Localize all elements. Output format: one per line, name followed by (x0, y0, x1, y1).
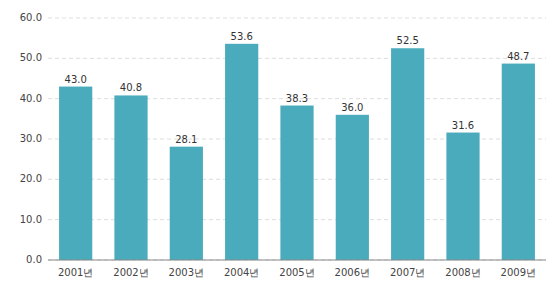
x-tick-label: 2003년 (169, 267, 204, 278)
x-tick-label: 2008년 (445, 267, 480, 278)
x-tick-label: 2001년 (58, 267, 93, 278)
x-tick-label: 2005년 (279, 267, 314, 278)
bar (502, 64, 535, 260)
x-tick-label: 2006년 (335, 267, 370, 278)
bar (170, 147, 203, 260)
bar (114, 95, 147, 260)
data-label: 43.0 (65, 74, 87, 85)
grid-line (48, 18, 546, 19)
data-labels: 43.0 40.8 28.1 53.6 38.3 36.0 52.5 31.6 48.7 (65, 31, 530, 145)
bar (336, 115, 369, 260)
y-tick-label: 40.0 (20, 93, 42, 104)
chart-container: 0.0 10.0 20.0 30.0 40.0 50.0 60.0 43.0 40.8 28.1 5… (0, 0, 560, 294)
chart-svg: 0.0 10.0 20.0 30.0 40.0 50.0 60.0 43.0 40.8 28.1 5… (0, 0, 560, 294)
bar (446, 133, 479, 260)
bars (59, 44, 535, 260)
bar (391, 48, 424, 260)
x-tick-label: 2009년 (501, 267, 536, 278)
x-tick-label: 2007년 (390, 267, 425, 278)
y-tick-label: 50.0 (20, 52, 42, 63)
data-label: 40.8 (120, 82, 142, 93)
y-tick-label: 20.0 (20, 173, 42, 184)
x-axis: 2001년 2002년 2003년 2004년 2005년 2006년 2007년 2008년… (58, 267, 536, 278)
x-tick-label: 2004년 (224, 267, 259, 278)
x-tick-label: 2002년 (113, 267, 148, 278)
data-label: 31.6 (452, 120, 474, 131)
y-tick-label: 0.0 (26, 254, 42, 265)
data-label: 52.5 (397, 35, 419, 46)
grid-line (48, 260, 546, 261)
bar (280, 106, 313, 260)
y-tick-label: 60.0 (20, 12, 42, 23)
x-axis-line (48, 260, 546, 261)
data-label: 48.7 (507, 51, 529, 62)
bar (59, 87, 92, 260)
data-label: 38.3 (286, 93, 308, 104)
y-tick-label: 30.0 (20, 133, 42, 144)
grid-line (48, 58, 546, 59)
grid (48, 18, 546, 260)
data-label: 36.0 (341, 102, 363, 113)
y-tick-label: 10.0 (20, 214, 42, 225)
data-label: 28.1 (175, 134, 197, 145)
data-label: 53.6 (231, 31, 253, 42)
y-axis: 0.0 10.0 20.0 30.0 40.0 50.0 60.0 (20, 12, 42, 265)
bar (225, 44, 258, 260)
